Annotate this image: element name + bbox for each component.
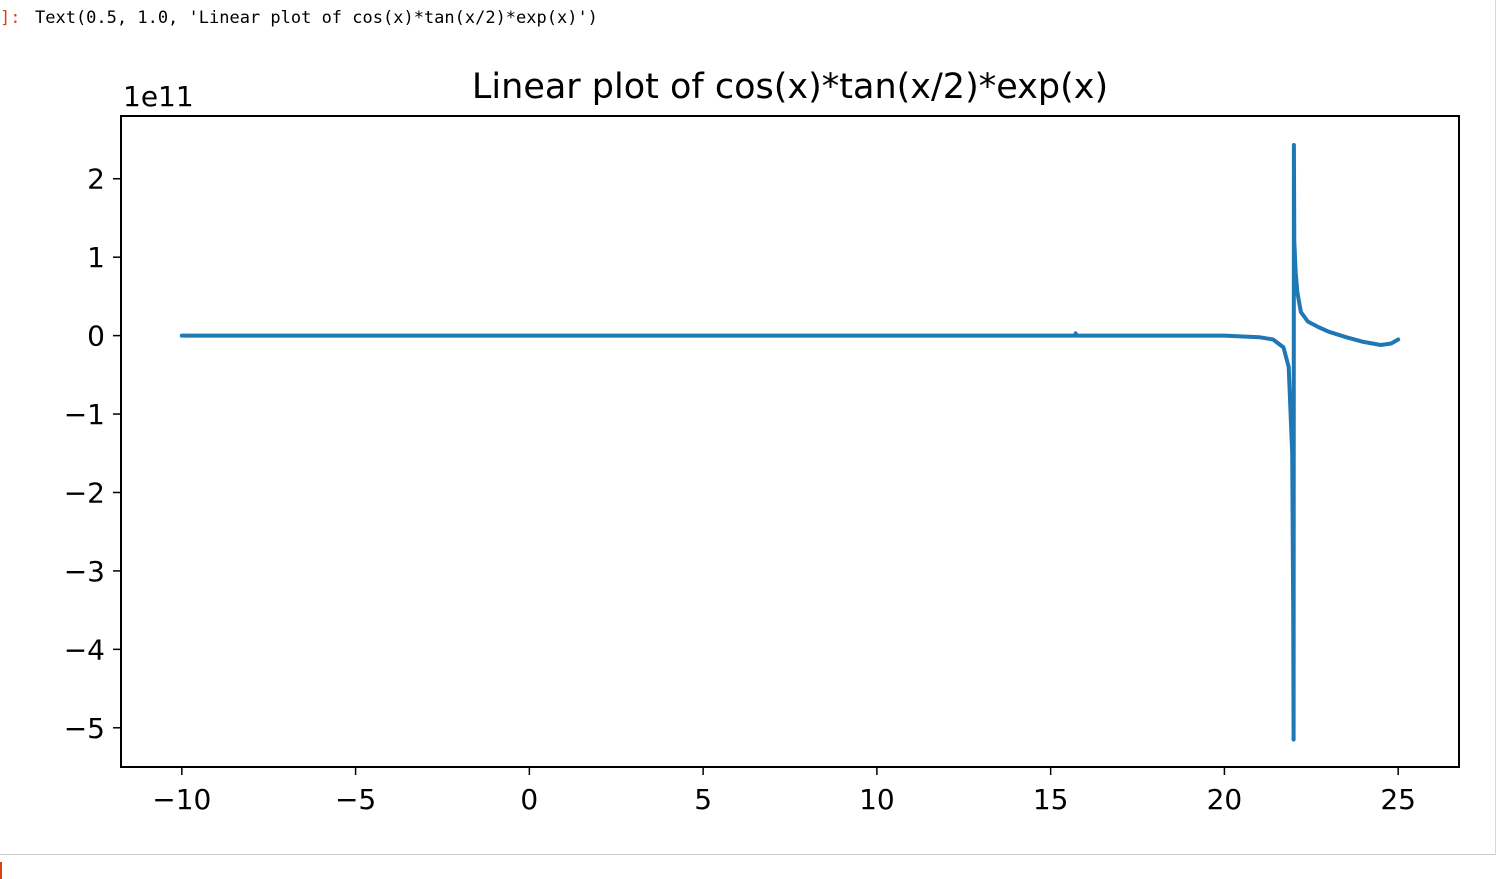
y-tick-label: −2 [64, 476, 105, 509]
series-line [179, 143, 1401, 742]
plot-frame [120, 115, 1460, 768]
x-tick-label: 5 [694, 783, 712, 816]
x-tick-label: −5 [335, 783, 376, 816]
y-tick-label: −1 [64, 398, 105, 431]
y-tick-label: −4 [64, 633, 105, 666]
y-tick-label: −3 [64, 555, 105, 588]
cell-output-area: ]: Text(0.5, 1.0, 'Linear plot of cos(x)… [0, 0, 1496, 855]
x-tick-label: 0 [520, 783, 538, 816]
x-tick-label: 10 [859, 783, 895, 816]
series-layer [179, 143, 1401, 742]
x-tick-label: 20 [1207, 783, 1243, 816]
y-tick-label: 0 [87, 320, 105, 353]
output-text: Text(0.5, 1.0, 'Linear plot of cos(x)*ta… [35, 8, 598, 28]
next-input-cell[interactable] [0, 862, 1496, 879]
chart-title: Linear plot of cos(x)*tan(x/2)*exp(x) [472, 67, 1108, 107]
output-prompt: ]: [0, 8, 21, 28]
x-tick-label: 25 [1380, 783, 1416, 816]
y-tick-label: −5 [64, 712, 105, 745]
x-tick-label: 15 [1033, 783, 1069, 816]
y-offset-label: 1e11 [123, 80, 194, 113]
axes [113, 115, 1460, 775]
x-tick-label: −10 [152, 783, 211, 816]
y-tick-label: 1 [87, 241, 105, 274]
cell-prompt-marker [0, 862, 9, 879]
y-tick-label: 2 [87, 163, 105, 196]
